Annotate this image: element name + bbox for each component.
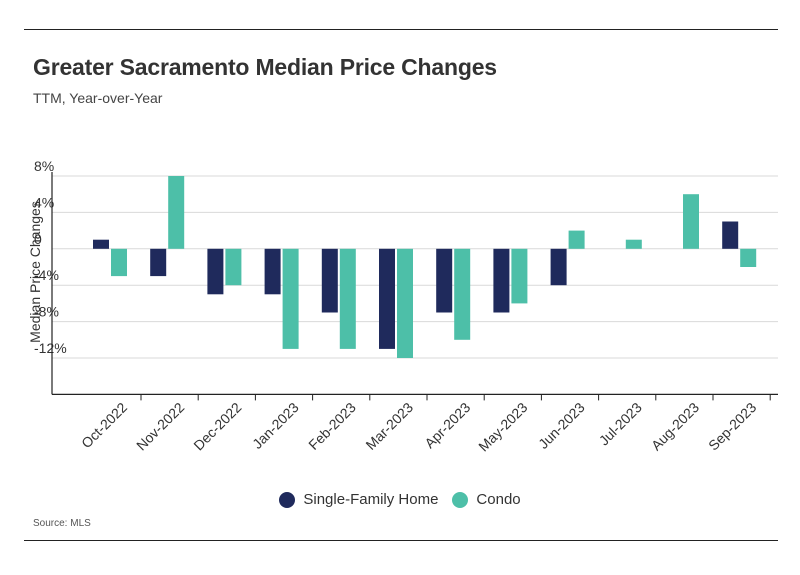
bar-single-family: [207, 248, 224, 295]
x-tick-label: Jan-2023: [249, 399, 302, 452]
x-tick-label: Oct-2022: [78, 399, 130, 451]
x-tick-label: Jun-2023: [535, 399, 588, 452]
x-tick-label: Feb-2023: [305, 399, 359, 453]
chart-title: Greater Sacramento Median Price Changes: [33, 54, 497, 80]
legend-item-condo: Condo: [452, 491, 521, 508]
x-tick-label: Dec-2022: [190, 399, 244, 453]
x-tick-label: Mar-2023: [362, 399, 416, 453]
x-tick-label: Jul-2023: [596, 399, 645, 448]
x-tick-label: May-2023: [475, 399, 530, 454]
bar-condo: [511, 248, 528, 304]
bar-single-family: [321, 248, 338, 313]
x-tick-label: Apr-2023: [421, 399, 473, 451]
y-tick-label: -8%: [34, 304, 59, 320]
y-axis-title: Median Price Changes: [27, 201, 43, 343]
x-tick-label: Sep-2023: [705, 399, 759, 453]
bottom-rule: [24, 540, 778, 541]
bar-condo: [568, 230, 585, 249]
source-note: Source: MLS: [33, 518, 91, 529]
x-tick-label: Aug-2023: [648, 399, 702, 453]
x-tick-label: Nov-2022: [133, 399, 187, 453]
legend-swatch-single-family: [279, 491, 296, 508]
legend-label-single-family: Single-Family Home: [303, 491, 439, 508]
bar-single-family: [150, 248, 167, 277]
y-tick-label: -4%: [34, 267, 59, 283]
y-tick-label: 4%: [34, 194, 54, 210]
bar-condo: [282, 248, 299, 349]
bar-single-family: [436, 248, 453, 313]
legend-swatch-condo: [452, 491, 469, 508]
y-tick-label: -12%: [34, 340, 67, 356]
bar-single-family: [379, 248, 395, 349]
bar-condo: [339, 248, 356, 349]
legend-item-single-family: Single-Family Home: [279, 491, 438, 508]
bar-single-family: [550, 248, 567, 286]
legend: Single-Family Home Condo: [0, 491, 800, 508]
chart-subtitle: TTM, Year-over-Year: [33, 90, 163, 106]
y-tick-label: 0: [34, 231, 42, 247]
bar-condo: [454, 248, 471, 340]
bar-condo: [225, 248, 242, 286]
bar-single-family: [264, 248, 281, 295]
bar-condo: [168, 176, 185, 249]
bar-single-family: [493, 248, 510, 313]
y-tick-label: 8%: [34, 158, 54, 174]
legend-label-condo: Condo: [476, 491, 521, 508]
top-rule: [24, 29, 778, 30]
bar-condo: [111, 248, 127, 277]
bar-condo: [397, 248, 413, 358]
bar-condo: [683, 194, 699, 249]
bar-condo: [625, 239, 642, 249]
bar-single-family: [93, 239, 109, 249]
bar-condo: [740, 248, 757, 267]
bar-single-family: [722, 221, 739, 249]
